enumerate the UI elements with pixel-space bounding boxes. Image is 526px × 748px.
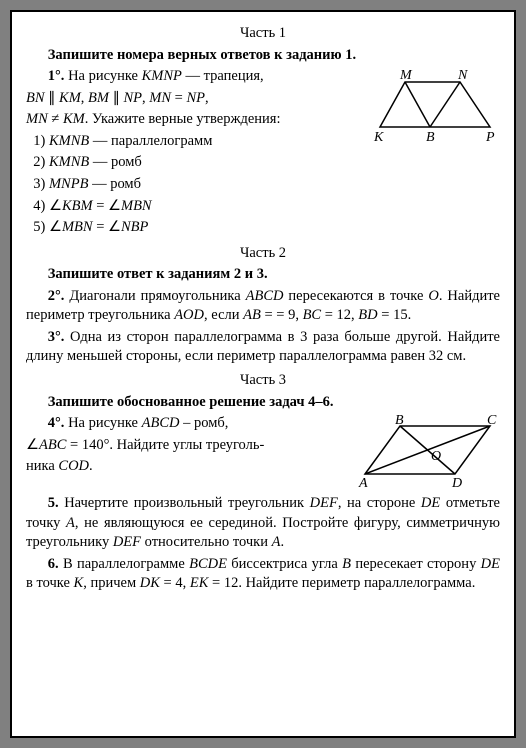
- fig2-label-D: D: [451, 476, 462, 491]
- fig1-label-N: N: [457, 68, 468, 83]
- q1-opt3: 3) MNPB — ромб: [33, 175, 500, 195]
- part1-title: Часть 1: [26, 24, 500, 44]
- figure-rhombus: B C A D O: [355, 414, 500, 492]
- q1-opt2: 2) KMNB — ромб: [33, 153, 500, 173]
- fig1-label-M: M: [399, 68, 413, 83]
- fig2-label-A: A: [358, 476, 368, 491]
- part2-title: Часть 2: [26, 244, 500, 264]
- part3-instruction: Запишите обоснованное решение задач 4–6.: [26, 393, 500, 413]
- q3: 3°. Одна из сторон параллелограмма в 3 р…: [26, 328, 500, 367]
- q6: 6. В параллелограмме BCDE биссектриса уг…: [26, 555, 500, 594]
- q1-opt4: 4) ∠KBM = ∠MBN: [33, 197, 500, 217]
- q2: 2°. Диагонали прямоугольника ABCD пересе…: [26, 287, 500, 326]
- fig2-label-B: B: [395, 414, 404, 428]
- fig1-label-B: B: [426, 130, 435, 145]
- fig1-label-P: P: [485, 130, 495, 145]
- fig2-label-O: O: [431, 449, 441, 464]
- part2-instruction: Запишите ответ к заданиям 2 и 3.: [26, 265, 500, 285]
- page: Часть 1 Запишите номера верных ответов к…: [10, 10, 516, 738]
- part3-title: Часть 3: [26, 371, 500, 391]
- fig1-label-K: K: [373, 130, 384, 145]
- part1-instruction: Запишите номера верных ответов к заданию…: [26, 46, 500, 66]
- figure-trapezoid: M N K B P: [370, 67, 500, 147]
- q1-opt5: 5) ∠MBN = ∠NBP: [33, 218, 500, 238]
- q5: 5. Начертите произвольный треугольник DE…: [26, 494, 500, 553]
- fig2-label-C: C: [487, 414, 497, 428]
